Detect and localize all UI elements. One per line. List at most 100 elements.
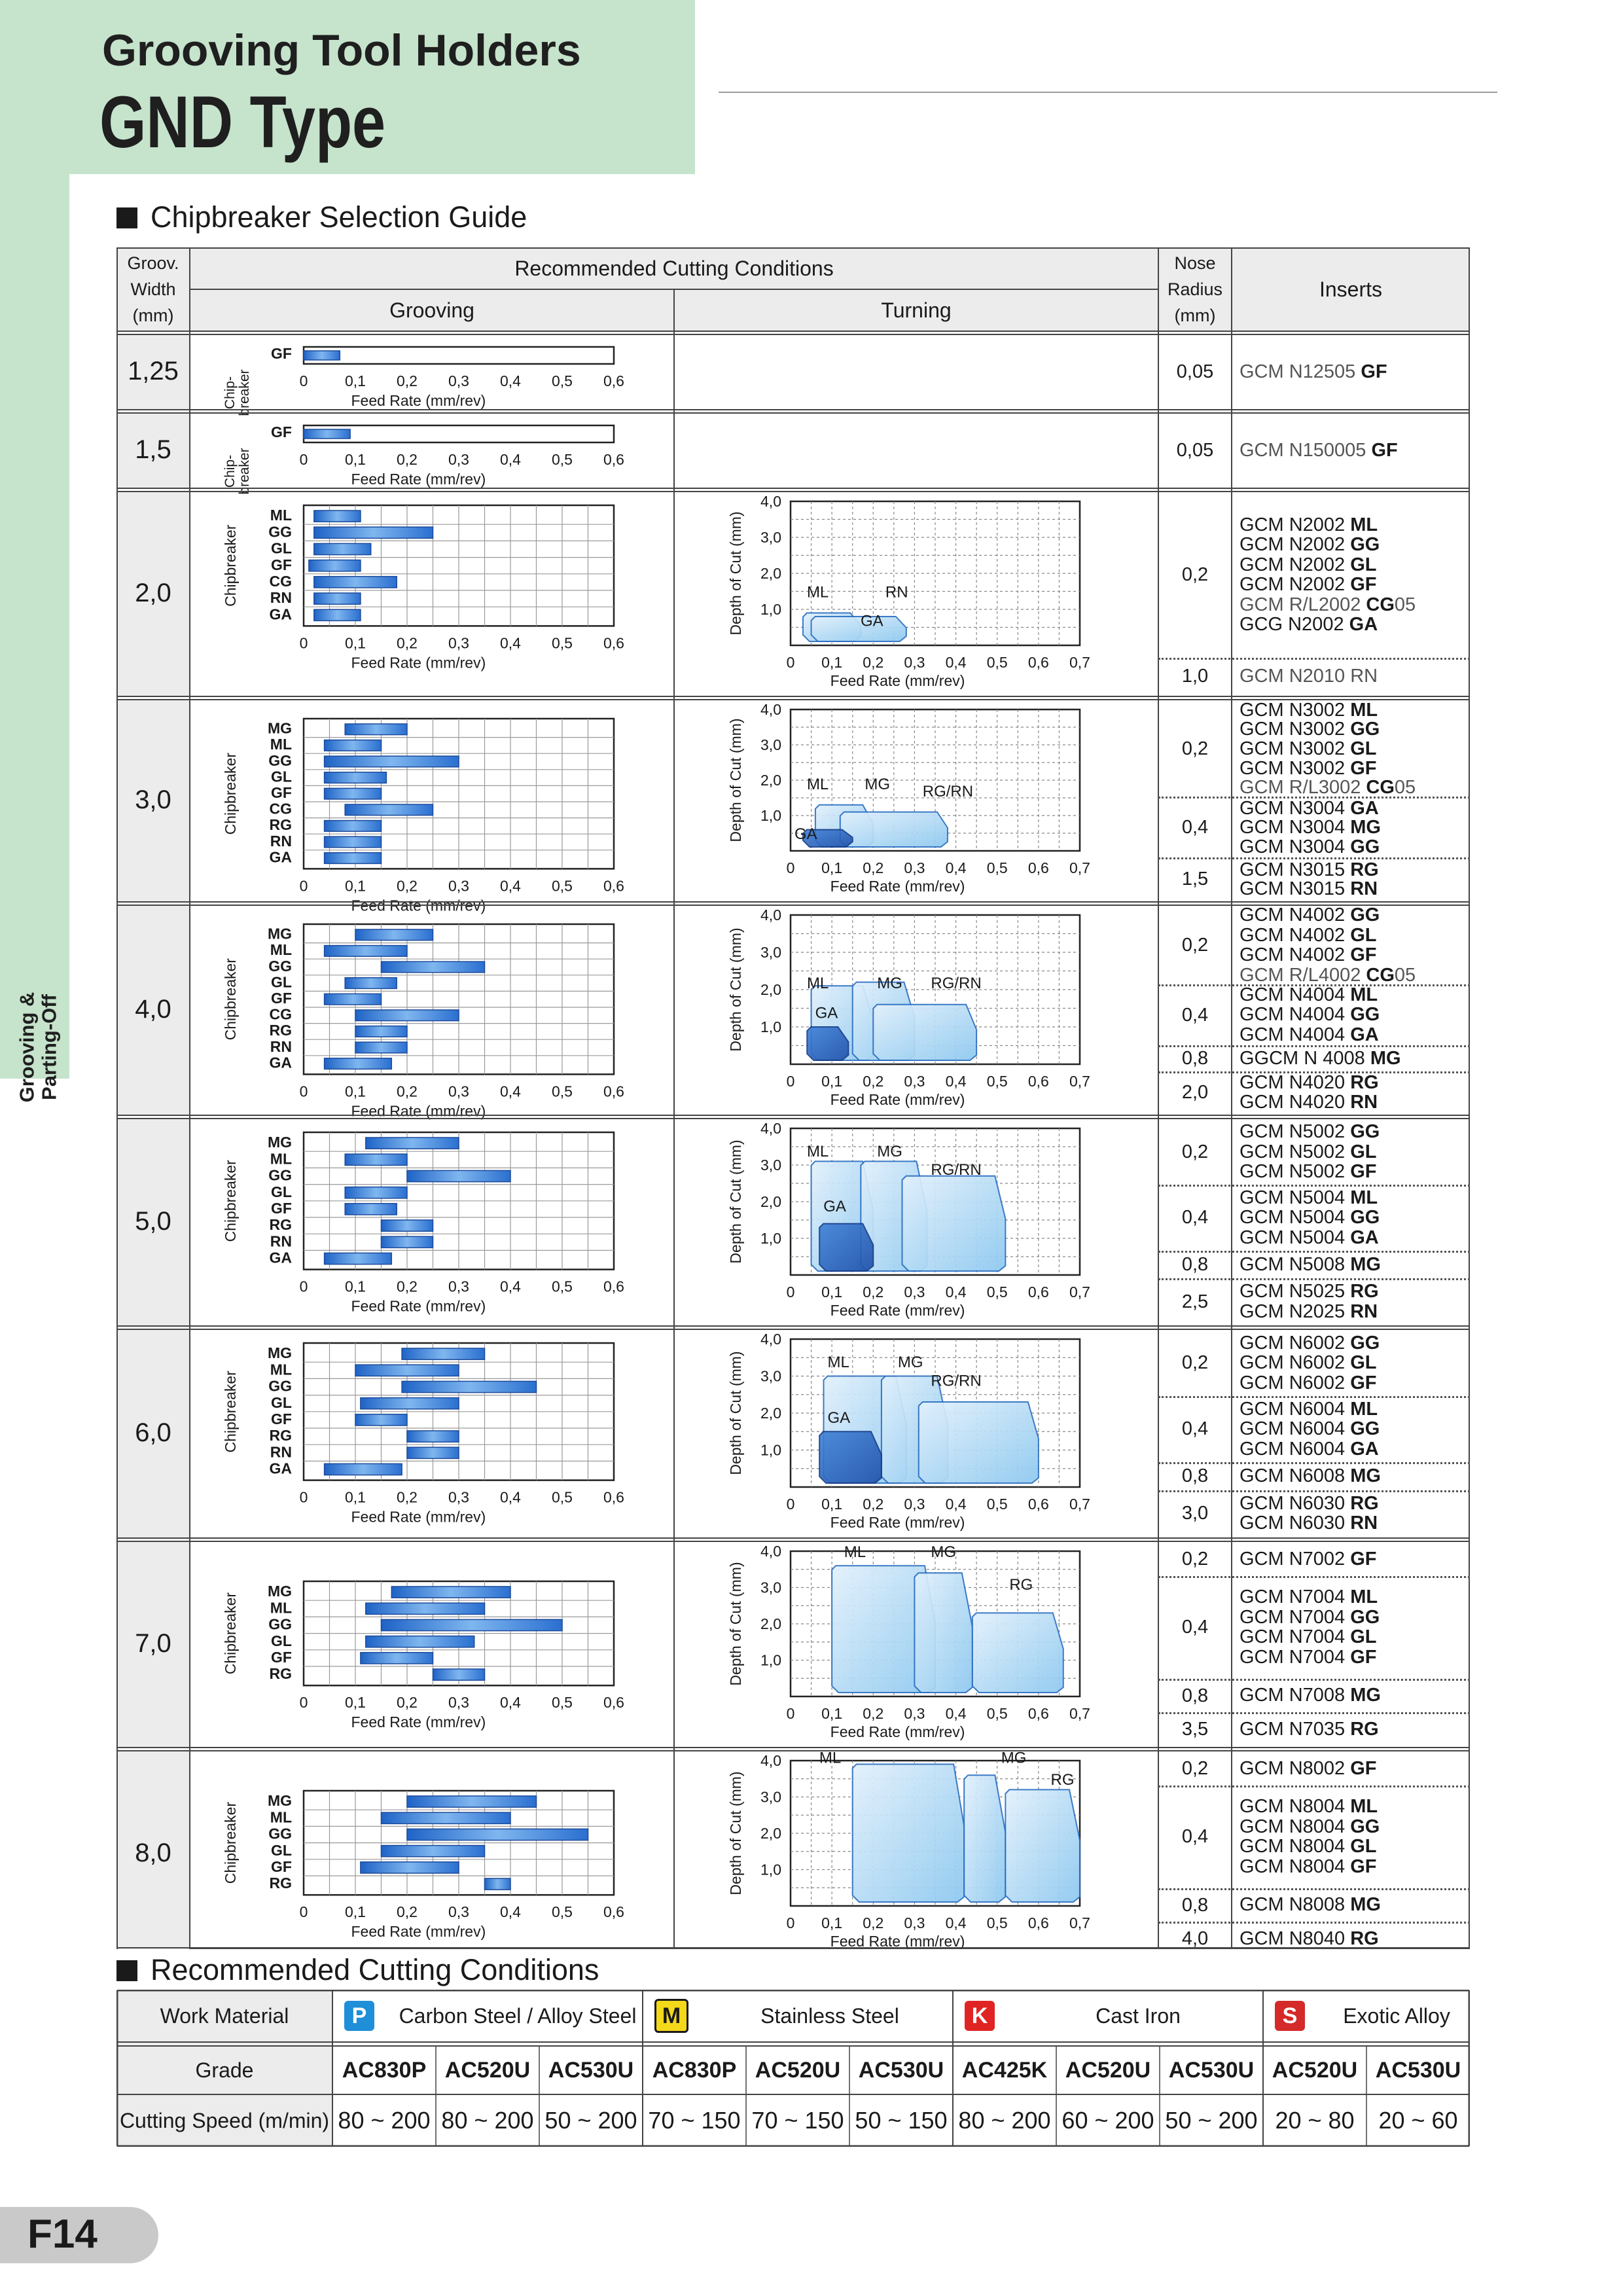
turn-tick: 0,6 (1028, 1705, 1049, 1722)
feed-tick: 0,3 (448, 372, 469, 389)
feed-tick: 0,4 (500, 1903, 521, 1920)
header-nose-l1: Nose (1174, 253, 1216, 273)
turning-region (831, 1565, 936, 1693)
insert-prefix: GCM N8002 (1240, 1757, 1351, 1779)
chipbreaker-label: RG (270, 1022, 293, 1039)
section-heading-chipbreaker: Chipbreaker Selection Guide (116, 200, 527, 234)
feed-tick: 0,3 (448, 1903, 469, 1920)
turning-chart: ML MG RG/RN GA 0 0,1 0,2 0,3 0,4 0,5 0,6 0,7 1,0 2,0 3… (727, 701, 1090, 895)
grade-value: AC530U (858, 2057, 944, 2083)
insert-code: GCM N4002 GF (1240, 945, 1377, 965)
insert-code: GGCM N 4008 MG (1240, 1049, 1401, 1068)
insert-prefix: GCM N5004 (1240, 1207, 1351, 1229)
insert-chipbreaker: GF (1361, 361, 1387, 382)
feed-tick: 0,1 (345, 877, 366, 894)
groove-width-cell (118, 700, 189, 902)
turn-tick: 0,1 (821, 1914, 842, 1931)
turning-region (963, 1774, 1007, 1903)
insert-code: GCM N4004 GG (1240, 1005, 1380, 1024)
chipbreaker-label: GA (270, 1054, 293, 1071)
turn-tick: 0,3 (904, 654, 925, 671)
feed-tick: 0,1 (345, 1489, 366, 1506)
cutting-speed-value: 80 ~ 200 (958, 2107, 1051, 2134)
grade-label: Grade (195, 2058, 254, 2082)
nose-radius-value: 0,8 (1181, 1465, 1209, 1487)
feed-tick: 0,4 (500, 372, 521, 389)
grooving-chart: GF 0 0,1 0,2 0,3 0,4 0,5 0,6 Feed Rate (mm/rev) C… (223, 345, 624, 416)
material-name: Exotic Alloy (1343, 2003, 1450, 2028)
nose-divider (1158, 657, 1470, 660)
grooving-bar-ml (380, 1812, 511, 1825)
insert-chipbreaker: RN (1350, 1092, 1378, 1113)
turning-region (819, 1431, 882, 1484)
insert-prefix: GCM N5004 (1240, 1187, 1351, 1208)
insert-code: GCM N5008 MG (1240, 1255, 1381, 1274)
feed-axis-label: Feed Rate (mm/rev) (351, 1102, 486, 1119)
turning-plot-frame (789, 708, 1081, 852)
turning-region-label: GA (823, 1198, 846, 1215)
grooving-bar-rg (323, 819, 382, 832)
grooving-plot-frame (302, 504, 615, 627)
groove-width: 2,0 (135, 579, 171, 607)
grade-value: AC520U (1272, 2057, 1358, 2083)
grooving-bar-gl (365, 1635, 475, 1648)
doc-tick: 3,0 (760, 1789, 781, 1806)
chipbreaker-label: RG (270, 1874, 293, 1892)
cutting-speed-value: 80 ~ 200 (441, 2107, 534, 2134)
chip-axis-label: breaker (237, 369, 252, 416)
turning-chart: ML MG RG/RN GA 0 0,1 0,2 0,3 0,4 0,5 0,6 0,7 1,0 2,0 3… (727, 906, 1090, 1108)
turning-chart: ML MG RG/RN GA 0 0,1 0,2 0,3 0,4 0,5 0,6 0,7 1,0 2,0 3… (727, 1120, 1090, 1319)
insert-chipbreaker: GL (1350, 738, 1377, 759)
insert-code: GCM N6008 MG (1240, 1466, 1381, 1486)
insert-chipbreaker: GG (1350, 1332, 1380, 1354)
chipbreaker-label: RN (270, 1443, 292, 1460)
insert-code: GCM N5002 GL (1240, 1142, 1377, 1162)
grooving-bar-gg (323, 755, 459, 768)
turn-tick: 0,2 (863, 1914, 883, 1931)
insert-chipbreaker: ML (1350, 1187, 1378, 1208)
feed-tick: 0,3 (448, 634, 469, 651)
insert-code: GCM N8004 GF (1240, 1857, 1377, 1876)
feed-tick: 0 (300, 1083, 308, 1100)
feed-axis-label: Feed Rate (mm/rev) (351, 392, 486, 409)
insert-prefix: GCM N6004 (1240, 1398, 1351, 1420)
turning-region-label: ML (807, 584, 829, 601)
feed-axis-label: Feed Rate (mm/rev) (351, 1713, 486, 1731)
insert-prefix: GCM N6002 (1240, 1332, 1351, 1354)
feed-tick: 0,1 (345, 1083, 366, 1100)
doc-tick: 4,0 (760, 1752, 781, 1769)
chipbreaker-label: MG (268, 1344, 292, 1361)
chipbreaker-label: ML (270, 1808, 292, 1825)
nose-radius-value: 1,5 (1181, 869, 1209, 890)
grooving-bar-mg (401, 1348, 486, 1360)
feed-tick: 0,4 (500, 877, 521, 894)
turn-tick: 0,5 (987, 859, 1008, 876)
insert-code: GCM R/L4002 CG05 (1240, 965, 1416, 985)
turning-plot-frame (789, 500, 1081, 647)
groove-width: 5,0 (135, 1207, 171, 1236)
grade-value: AC530U (548, 2057, 634, 2083)
insert-prefix: GCM N5025 (1240, 1281, 1351, 1302)
insert-chipbreaker: GL (1350, 1352, 1377, 1374)
side-band (0, 0, 69, 1079)
insert-prefix: GCM N7004 (1240, 1606, 1351, 1628)
grooving-bar-gf (303, 350, 341, 361)
nose-radius-value: 0,05 (1176, 440, 1214, 461)
insert-chipbreaker: GL (1350, 1626, 1377, 1648)
doc-tick: 4,0 (760, 1120, 781, 1137)
insert-suffix: 05 (1394, 594, 1416, 615)
chipbreaker-label: GF (271, 1858, 292, 1875)
insert-chipbreaker: CG (1366, 777, 1395, 798)
turn-tick: 0,5 (987, 1914, 1008, 1931)
section-heading-conditions: Recommended Cutting Conditions (116, 1953, 599, 1987)
chipbreaker-label: MG (268, 925, 292, 942)
feed-axis-label: Feed Rate (mm/rev) (351, 1298, 486, 1315)
turn-tick: 0,4 (946, 1496, 967, 1513)
insert-chipbreaker: ML (1350, 1796, 1378, 1818)
insert-prefix: GCM N7004 (1240, 1646, 1351, 1668)
turning-region-label: ML (807, 1143, 829, 1160)
doc-tick: 4,0 (760, 906, 781, 924)
insert-chipbreaker: GF (1350, 1757, 1377, 1779)
feed-tick: 0,6 (603, 1694, 624, 1711)
